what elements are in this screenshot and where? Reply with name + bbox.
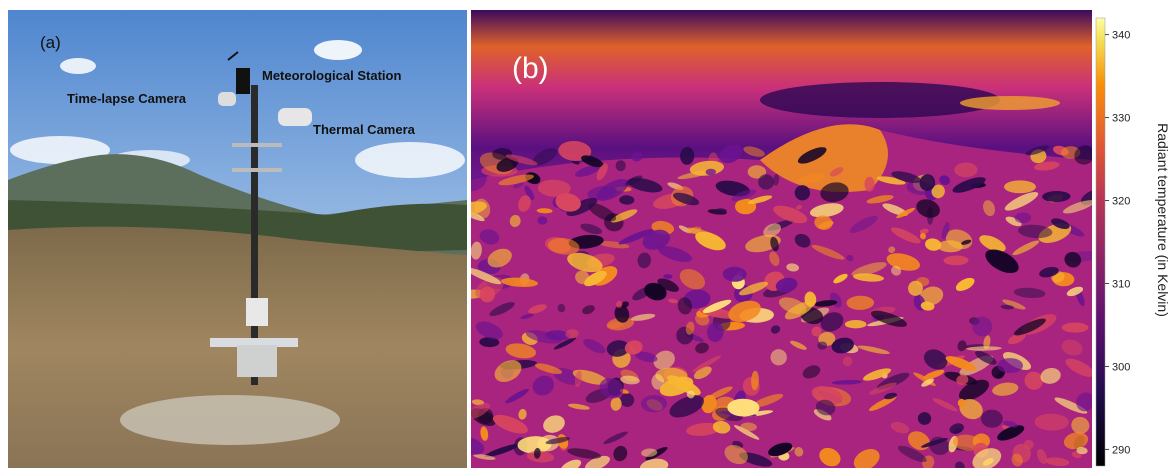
colorbar [1096,18,1105,466]
figure: (a) Meteorological Station Time-lapse Ca… [0,0,1172,468]
colorbar-ticks: 290 300 310 320 330 340 [1105,30,1130,457]
thermal-image [455,10,1105,468]
tick-label: 340 [1112,30,1130,42]
panel-label: (a) [40,33,61,52]
thermal-patch [997,358,1023,373]
annotation: Time-lapse Camera [67,91,187,106]
colorbar-label: Radiant temperature (in Kelvin) [1155,123,1171,317]
annotation: Thermal Camera [313,122,416,137]
panel-label: (b) [512,52,549,85]
tick-label: 330 [1112,113,1130,125]
annotation: Meteorological Station [262,68,401,83]
thermal-patch [958,399,966,408]
tick-label: 290 [1112,444,1130,456]
thermal-patch [845,320,867,328]
tick-label: 320 [1112,196,1130,208]
thermal-patch [817,342,827,350]
thermal-patch [954,163,977,178]
tick-label: 310 [1112,278,1130,290]
thermal-patch [1004,180,1036,193]
tick-label: 300 [1112,361,1130,373]
thermal-patch [1062,323,1089,333]
